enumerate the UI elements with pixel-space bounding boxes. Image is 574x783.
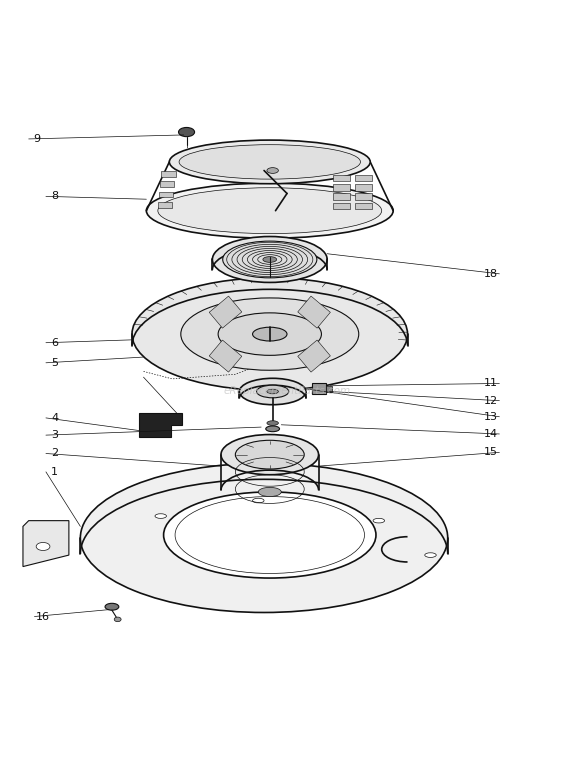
Ellipse shape bbox=[267, 168, 278, 173]
Ellipse shape bbox=[267, 389, 278, 394]
Ellipse shape bbox=[179, 145, 360, 179]
Bar bbox=[326, 386, 332, 392]
Text: 15: 15 bbox=[484, 447, 498, 457]
Polygon shape bbox=[298, 340, 331, 372]
Bar bbox=[158, 202, 172, 207]
Bar bbox=[355, 193, 372, 200]
Text: 14: 14 bbox=[484, 429, 498, 439]
Ellipse shape bbox=[218, 313, 321, 355]
Ellipse shape bbox=[253, 327, 287, 341]
Bar bbox=[160, 182, 174, 187]
Polygon shape bbox=[209, 340, 242, 372]
Bar bbox=[355, 184, 372, 190]
Polygon shape bbox=[209, 296, 242, 328]
Ellipse shape bbox=[257, 385, 289, 398]
Ellipse shape bbox=[105, 604, 119, 610]
Ellipse shape bbox=[235, 440, 304, 469]
Text: 6: 6 bbox=[51, 337, 58, 348]
Text: 12: 12 bbox=[484, 395, 498, 406]
Ellipse shape bbox=[169, 140, 370, 184]
Text: 13: 13 bbox=[484, 412, 498, 422]
Text: 5: 5 bbox=[51, 358, 58, 368]
Text: 16: 16 bbox=[36, 612, 50, 622]
Bar bbox=[355, 203, 372, 209]
Text: 8: 8 bbox=[51, 191, 58, 201]
Bar bbox=[312, 383, 326, 395]
Bar bbox=[333, 193, 350, 200]
Text: 4: 4 bbox=[51, 413, 58, 423]
Text: 1: 1 bbox=[51, 467, 58, 477]
Text: 2: 2 bbox=[51, 449, 58, 459]
Ellipse shape bbox=[267, 420, 278, 425]
Text: 3: 3 bbox=[51, 430, 58, 440]
Ellipse shape bbox=[36, 543, 50, 550]
Polygon shape bbox=[139, 413, 183, 437]
Bar bbox=[333, 203, 350, 209]
Ellipse shape bbox=[263, 257, 277, 262]
Ellipse shape bbox=[253, 498, 264, 503]
Ellipse shape bbox=[373, 518, 385, 523]
Text: eReplacementParts.com: eReplacementParts.com bbox=[223, 387, 351, 396]
Ellipse shape bbox=[266, 426, 280, 431]
Ellipse shape bbox=[221, 435, 319, 474]
Ellipse shape bbox=[80, 464, 448, 612]
Ellipse shape bbox=[155, 514, 166, 518]
Text: 9: 9 bbox=[34, 134, 41, 144]
Bar bbox=[159, 192, 173, 197]
Text: 18: 18 bbox=[484, 269, 498, 279]
Polygon shape bbox=[298, 296, 331, 328]
Polygon shape bbox=[23, 521, 69, 567]
Ellipse shape bbox=[164, 492, 376, 578]
Bar bbox=[333, 184, 350, 190]
Ellipse shape bbox=[425, 553, 436, 557]
Ellipse shape bbox=[223, 241, 317, 278]
Ellipse shape bbox=[239, 378, 306, 405]
Bar bbox=[333, 175, 350, 182]
Ellipse shape bbox=[212, 236, 327, 283]
Text: 11: 11 bbox=[484, 378, 498, 388]
Bar bbox=[355, 175, 372, 182]
Ellipse shape bbox=[179, 128, 195, 137]
Bar bbox=[161, 171, 176, 177]
Ellipse shape bbox=[132, 278, 408, 391]
Ellipse shape bbox=[181, 298, 359, 370]
Ellipse shape bbox=[114, 617, 121, 622]
Ellipse shape bbox=[146, 183, 393, 238]
Ellipse shape bbox=[158, 188, 382, 233]
Ellipse shape bbox=[258, 487, 281, 496]
